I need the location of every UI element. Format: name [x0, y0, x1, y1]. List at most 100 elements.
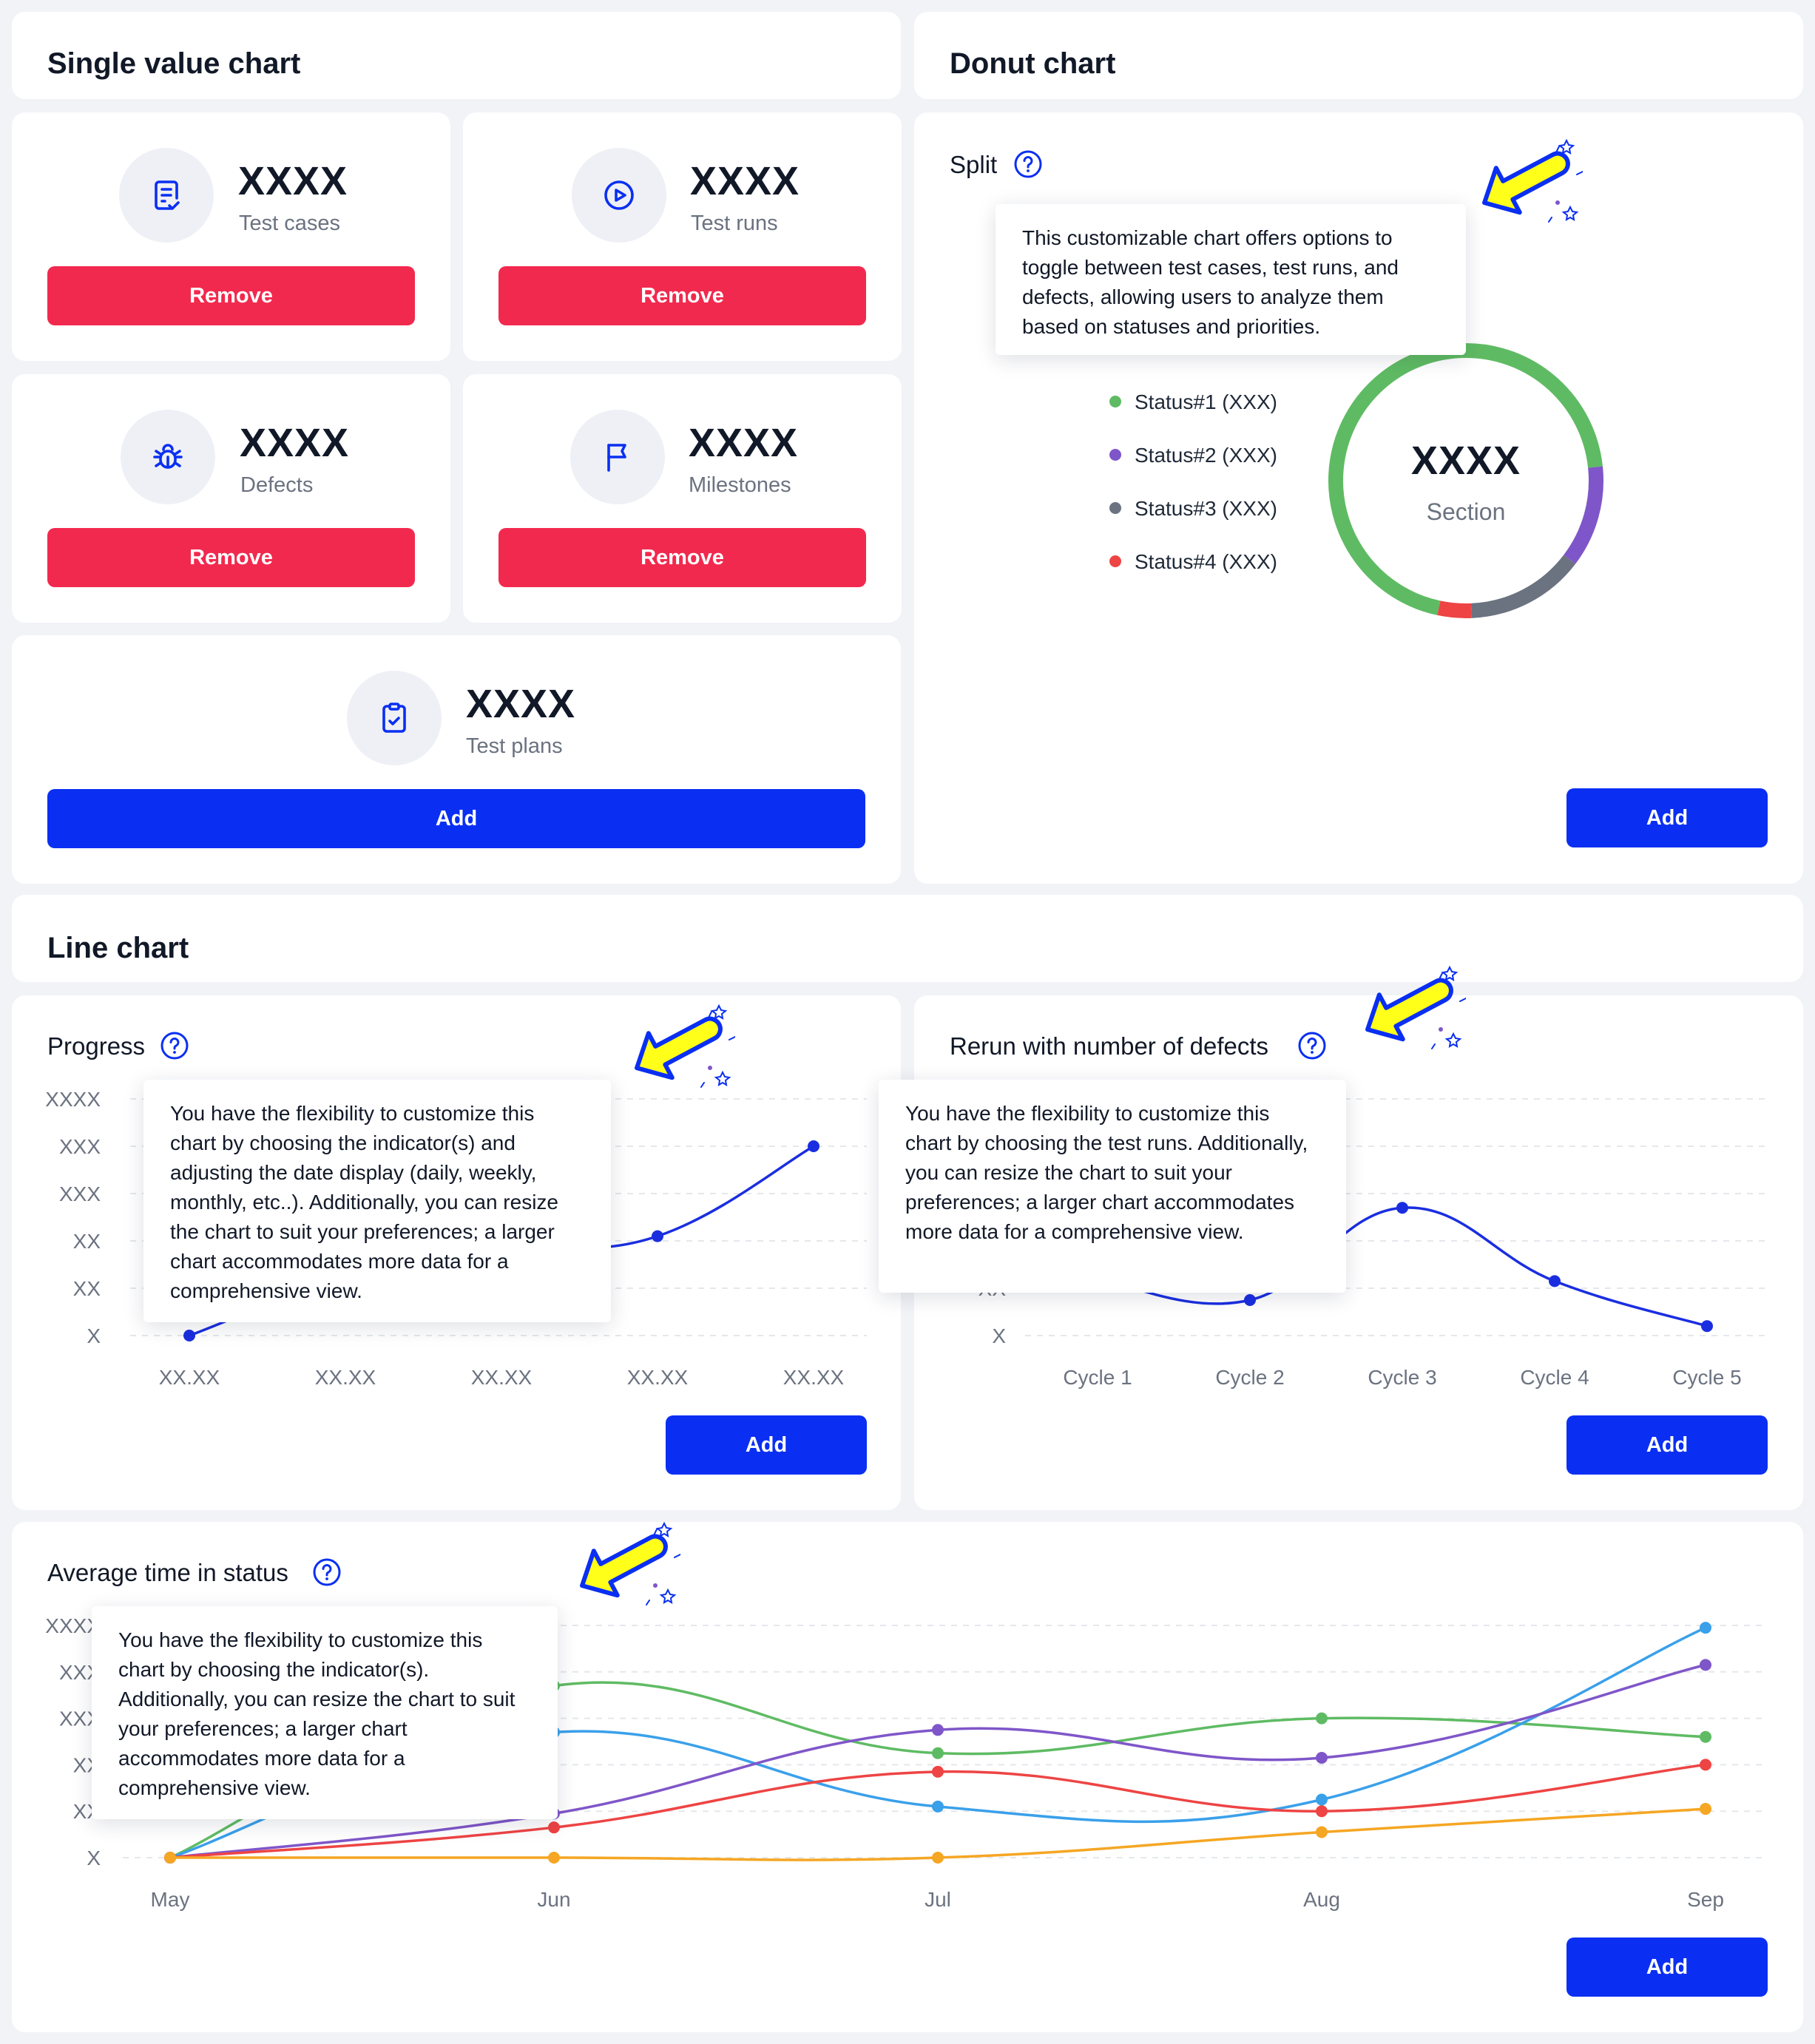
x-tick-label: Cycle 3: [1368, 1366, 1436, 1389]
data-point: [1396, 1202, 1408, 1214]
y-tick-label: X: [87, 1324, 101, 1347]
rerun-chart-card: Rerun with number of defects XXXXXXXXXXX…: [879, 965, 1803, 1510]
legend-label: Status#3 (XXX): [1135, 497, 1277, 520]
data-point: [652, 1230, 663, 1242]
y-tick-label: XX: [73, 1230, 101, 1253]
legend-item-status-3[interactable]: Status#3 (XXX): [1109, 497, 1277, 521]
add-button[interactable]: Add: [47, 789, 865, 848]
test-runs-label: Test runs: [691, 211, 778, 235]
remove-button[interactable]: Remove: [47, 266, 415, 325]
donut-slice-3: [1470, 555, 1576, 618]
legend-label: Status#2 (XXX): [1135, 444, 1277, 467]
data-point: [548, 1852, 560, 1864]
remove-button[interactable]: Remove: [498, 266, 866, 325]
add-button[interactable]: Add: [666, 1415, 867, 1475]
highlight-arrow-icon: [580, 1521, 680, 1605]
legend-item-status-2[interactable]: Status#2 (XXX): [1109, 444, 1277, 467]
y-tick-label: XXXX: [45, 1088, 101, 1111]
help-icon[interactable]: [1297, 1031, 1327, 1060]
x-tick-label: Cycle 5: [1672, 1366, 1741, 1389]
bug-icon: [121, 410, 215, 504]
y-tick-label: X: [992, 1324, 1006, 1347]
data-point: [932, 1765, 944, 1778]
x-tick-label: XX.XX: [315, 1366, 376, 1389]
legend-item-status-1[interactable]: Status#1 (XXX): [1109, 390, 1277, 414]
defects-value: XXXX: [240, 421, 350, 465]
test-runs-value: XXXX: [690, 159, 800, 203]
avg-time-tooltip: You have the flexibility to customize th…: [92, 1606, 558, 1819]
data-point: [932, 1747, 944, 1759]
progress-chart-card: Progress XXXX XXX XXX XX XX X XX.XX XX.XX XX.XX X…: [12, 995, 901, 1510]
defects-label: Defects: [240, 473, 314, 497]
donut-slice-4: [1437, 600, 1472, 618]
single-value-card-test-plans: XXXX Test plans Add: [12, 635, 901, 884]
x-tick-label: Jul: [925, 1888, 951, 1911]
data-point: [1316, 1751, 1328, 1764]
single-value-card-test-runs: XXXX Test runs Remove: [463, 112, 902, 361]
x-tick-label: May: [151, 1888, 190, 1911]
legend-dot: [1109, 448, 1121, 461]
x-tick-label: Cycle 2: [1215, 1366, 1284, 1389]
help-icon[interactable]: [160, 1031, 189, 1060]
play-circle-icon: [572, 148, 666, 243]
line-chart-header-card: Line chart: [12, 895, 1803, 982]
x-tick-label: XX.XX: [627, 1366, 689, 1389]
data-point: [932, 1724, 944, 1736]
data-point: [1316, 1826, 1328, 1838]
data-point: [1549, 1275, 1561, 1287]
x-tick-label: XX.XX: [783, 1366, 845, 1389]
progress-chart-title: Progress: [47, 1032, 146, 1060]
rerun-chart-title: Rerun with number of defects: [950, 1032, 1269, 1060]
y-tick-label: X: [87, 1847, 101, 1869]
milestones-label: Milestones: [689, 473, 791, 497]
data-point: [548, 1821, 560, 1834]
test-cases-label: Test cases: [239, 211, 340, 235]
flag-icon: [570, 410, 665, 504]
donut-tooltip: This customizable chart offers options t…: [996, 204, 1466, 355]
add-button[interactable]: Add: [1566, 1415, 1768, 1475]
data-point: [164, 1852, 176, 1864]
help-icon[interactable]: [312, 1557, 342, 1587]
clipboard-check-icon: [347, 671, 442, 765]
test-plans-label: Test plans: [466, 734, 563, 758]
y-tick-label: XXX: [59, 1182, 101, 1205]
data-point: [183, 1330, 195, 1341]
data-point: [1316, 1793, 1328, 1806]
test-plans-value: XXXX: [466, 682, 576, 726]
data-point: [1700, 1759, 1711, 1771]
single-value-card-defects: XXXX Defects Remove: [12, 374, 450, 623]
highlight-arrow-icon: [1365, 965, 1466, 1049]
test-cases-value: XXXX: [238, 159, 348, 203]
data-point: [1700, 1659, 1711, 1671]
donut-center-label-text: Section: [1426, 498, 1506, 525]
data-point: [1316, 1712, 1328, 1725]
document-check-icon: [119, 148, 214, 243]
section-title-donut: Donut chart: [950, 47, 1116, 80]
legend-dot: [1109, 501, 1121, 514]
avg-time-chart-card: Average time in status XXXX XXX XXX XX XX X Ma…: [12, 1521, 1803, 2032]
data-point: [808, 1140, 819, 1152]
legend-dot: [1109, 395, 1121, 407]
legend-item-status-4[interactable]: Status#4 (XXX): [1109, 550, 1277, 574]
data-point: [1700, 1622, 1711, 1634]
data-point: [1701, 1320, 1713, 1333]
add-button[interactable]: Add: [1566, 788, 1768, 847]
single-value-header-card: Single value chart: [12, 12, 901, 99]
y-tick-label: XXX: [59, 1135, 101, 1158]
donut-center-value-text: XXXX: [1410, 439, 1521, 483]
donut-header-card: Donut chart: [914, 12, 1803, 99]
remove-button[interactable]: Remove: [47, 528, 415, 587]
data-point: [1700, 1730, 1711, 1743]
add-button[interactable]: Add: [1566, 1938, 1768, 1997]
remove-button[interactable]: Remove: [498, 528, 866, 587]
x-tick-label: XX.XX: [471, 1366, 533, 1389]
data-point: [1316, 1805, 1328, 1818]
section-title-single-value: Single value chart: [47, 47, 301, 80]
single-value-card-milestones: XXXX Milestones Remove: [463, 374, 902, 623]
legend-label: Status#1 (XXX): [1135, 390, 1277, 413]
highlight-arrow-icon: [1482, 138, 1583, 223]
section-title-line: Line chart: [47, 932, 189, 964]
legend-label: Status#4 (XXX): [1135, 550, 1277, 573]
x-tick-label: Cycle 1: [1063, 1366, 1132, 1389]
help-icon[interactable]: [1013, 149, 1043, 179]
